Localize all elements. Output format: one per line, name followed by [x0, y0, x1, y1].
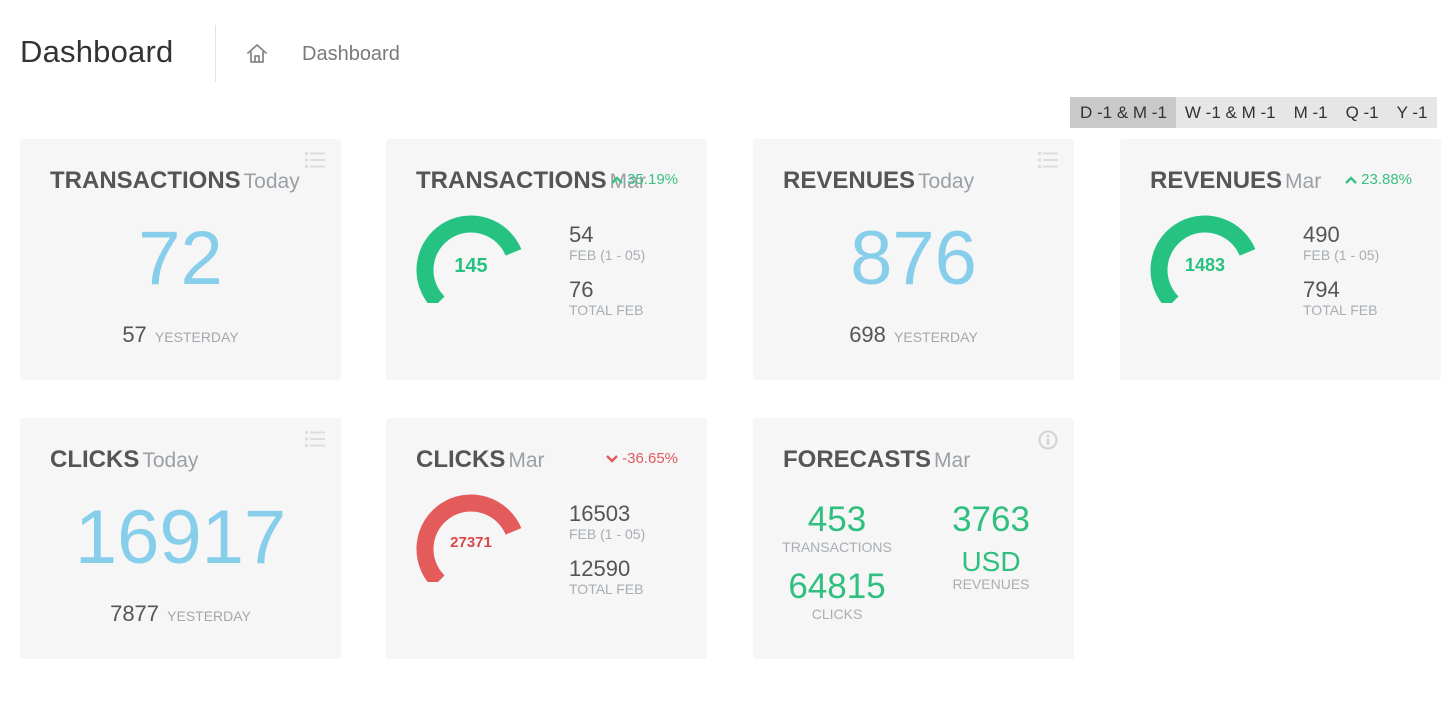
card-title-period: Today [243, 170, 300, 193]
change-value: -36.65% [622, 450, 678, 467]
card-title-main: CLICKS [50, 446, 140, 473]
card-revenues-month: REVENUES Mar 23.88% 1483 490 FEB (1 - 05)… [1120, 139, 1441, 380]
yesterday-stat: 698 YESTERDAY [753, 322, 1074, 348]
forecast-clicks-value: 64815 [788, 567, 886, 606]
header-divider [215, 25, 216, 82]
card-title-period: Mar [508, 449, 545, 472]
yesterday-stat: 57 YESTERDAY [20, 322, 341, 348]
yesterday-label: YESTERDAY [894, 329, 978, 345]
yesterday-label: YESTERDAY [167, 608, 251, 624]
card-title-main: TRANSACTIONS [50, 167, 241, 194]
stats: 16503 FEB (1 - 05) 12590 TOTAL FEB [569, 501, 646, 612]
gauge-value: 145 [454, 255, 488, 277]
stat-label: FEB (1 - 05) [1303, 247, 1380, 264]
card-title-period: Today [918, 170, 975, 193]
card-title-period: Mar [934, 449, 971, 472]
stat-value: 54 [569, 222, 594, 247]
stat-value: 76 [569, 277, 594, 303]
card-title: TRANSACTIONS Mar [416, 167, 646, 195]
card-title-main: REVENUES [783, 167, 916, 194]
info-icon[interactable] [1038, 430, 1058, 450]
yesterday-label: YESTERDAY [154, 329, 239, 345]
stat-label: TOTAL FEB [1303, 302, 1378, 319]
period-switcher: D -1 & M -1 W -1 & M -1 M -1 Q -1 Y -1 [1070, 97, 1437, 128]
card-transactions-month: TRANSACTIONS Mar 35.19% 145 54 FEB (1 - 0… [386, 139, 707, 380]
yesterday-value: 698 [849, 322, 886, 347]
gauge-value: 1483 [1184, 255, 1226, 275]
card-title: REVENUES Today [783, 167, 974, 195]
stat-value: 794 [1303, 277, 1340, 303]
change-indicator: 23.88% [1344, 171, 1412, 188]
stat-label: FEB (1 - 05) [569, 526, 646, 543]
list-icon[interactable] [1038, 151, 1058, 169]
stat-value: 12590 [569, 556, 631, 582]
home-icon[interactable] [245, 42, 269, 66]
period-button-year[interactable]: Y -1 [1387, 97, 1437, 128]
gauge-arc [416, 494, 522, 582]
change-indicator: -36.65% [605, 450, 678, 467]
period-button-month[interactable]: M -1 [1284, 97, 1337, 128]
period-button-day[interactable]: D -1 & M -1 [1070, 97, 1176, 128]
card-title: TRANSACTIONS Today [50, 167, 300, 195]
card-title: CLICKS Today [50, 446, 198, 474]
gauge [416, 494, 522, 582]
card-transactions-today: TRANSACTIONS Today 72 57 YESTERDAY [20, 139, 341, 380]
card-title-main: FORECASTS [783, 446, 932, 473]
card-title: REVENUES Mar [1150, 167, 1321, 195]
chevron-down-icon [606, 455, 618, 463]
gauge [416, 215, 522, 303]
change-value: 35.19% [627, 171, 678, 188]
today-value: 16917 [74, 495, 287, 580]
card-title-period: Mar [609, 170, 646, 193]
change-indicator: 35.19% [610, 171, 678, 188]
card-forecasts: FORECASTS Mar 453 TRANSACTIONS 3763 USD R… [753, 418, 1074, 659]
stat-label: TOTAL FEB [569, 302, 644, 319]
today-value: 72 [138, 216, 223, 301]
yesterday-value: 57 [122, 322, 147, 347]
stats: 490 FEB (1 - 05) 794 TOTAL FEB [1303, 222, 1380, 333]
today-value: 876 [850, 216, 977, 301]
forecast-revenues: 3763 USD REVENUES [931, 500, 1051, 593]
forecast-transactions: 453 TRANSACTIONS [775, 500, 899, 555]
card-title-main: CLICKS [416, 446, 506, 473]
card-clicks-month: CLICKS Mar -36.65% 27371 16503 FEB (1 - 0… [386, 418, 707, 659]
card-title-period: Today [142, 449, 199, 472]
forecast-revenues-label: REVENUES [952, 576, 1030, 593]
yesterday-value: 7877 [110, 601, 160, 626]
change-value: 23.88% [1361, 171, 1412, 188]
breadcrumb[interactable]: Dashboard [302, 43, 400, 65]
card-title-main: TRANSACTIONS [416, 167, 607, 194]
card-title: FORECASTS Mar [783, 446, 970, 474]
list-icon[interactable] [305, 430, 325, 448]
chevron-up-icon [611, 176, 623, 184]
forecast-transactions-value: 453 [807, 500, 867, 539]
stat-label: FEB (1 - 05) [569, 247, 646, 264]
forecast-revenues-value: 3763 [952, 500, 1030, 539]
stat-value: 16503 [569, 501, 631, 526]
forecast-revenues-currency: USD [961, 545, 1021, 577]
card-title-main: REVENUES [1150, 167, 1283, 194]
stat-value: 490 [1303, 222, 1340, 247]
stats: 54 FEB (1 - 05) 76 TOTAL FEB [569, 222, 646, 333]
card-clicks-today: CLICKS Today 16917 7877 YESTERDAY [20, 418, 341, 659]
card-revenues-today: REVENUES Today 876 698 YESTERDAY [753, 139, 1074, 380]
period-button-quarter[interactable]: Q -1 [1336, 97, 1388, 128]
card-title: CLICKS Mar [416, 446, 545, 474]
chevron-up-icon [1345, 176, 1357, 184]
gauge-arc [416, 215, 522, 303]
stat-label: TOTAL FEB [569, 581, 644, 598]
yesterday-stat: 7877 YESTERDAY [20, 601, 341, 627]
forecast-clicks: 64815 CLICKS [775, 567, 899, 622]
card-title-period: Mar [1285, 170, 1322, 193]
forecast-clicks-label: CLICKS [811, 605, 863, 622]
period-button-week[interactable]: W -1 & M -1 [1175, 97, 1285, 128]
gauge-arc [1150, 215, 1256, 303]
forecast-transactions-label: TRANSACTIONS [782, 538, 892, 555]
gauge-value: 27371 [450, 534, 492, 551]
list-icon[interactable] [305, 151, 325, 169]
gauge [1150, 215, 1256, 303]
page-title: Dashboard [20, 34, 174, 69]
